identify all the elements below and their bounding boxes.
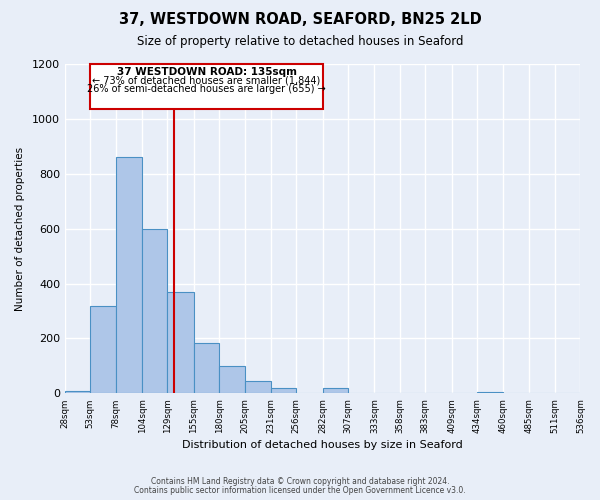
X-axis label: Distribution of detached houses by size in Seaford: Distribution of detached houses by size … <box>182 440 463 450</box>
Text: 37 WESTDOWN ROAD: 135sqm: 37 WESTDOWN ROAD: 135sqm <box>116 66 296 76</box>
Y-axis label: Number of detached properties: Number of detached properties <box>15 146 25 310</box>
Bar <box>167 292 194 394</box>
Bar <box>219 366 245 394</box>
Text: Contains public sector information licensed under the Open Government Licence v3: Contains public sector information licen… <box>134 486 466 495</box>
Bar <box>477 392 503 394</box>
Text: 37, WESTDOWN ROAD, SEAFORD, BN25 2LD: 37, WESTDOWN ROAD, SEAFORD, BN25 2LD <box>119 12 481 28</box>
Bar <box>142 228 167 394</box>
Bar <box>116 158 142 394</box>
Text: Size of property relative to detached houses in Seaford: Size of property relative to detached ho… <box>137 35 463 48</box>
Text: Contains HM Land Registry data © Crown copyright and database right 2024.: Contains HM Land Registry data © Crown c… <box>151 477 449 486</box>
Bar <box>91 306 116 394</box>
Bar <box>245 381 271 394</box>
FancyBboxPatch shape <box>91 64 323 110</box>
Bar <box>65 390 91 394</box>
Bar <box>271 388 296 394</box>
Text: 26% of semi-detached houses are larger (655) →: 26% of semi-detached houses are larger (… <box>87 84 326 94</box>
Bar <box>323 388 348 394</box>
Text: ← 73% of detached houses are smaller (1,844): ← 73% of detached houses are smaller (1,… <box>92 76 320 86</box>
Bar <box>194 342 219 394</box>
